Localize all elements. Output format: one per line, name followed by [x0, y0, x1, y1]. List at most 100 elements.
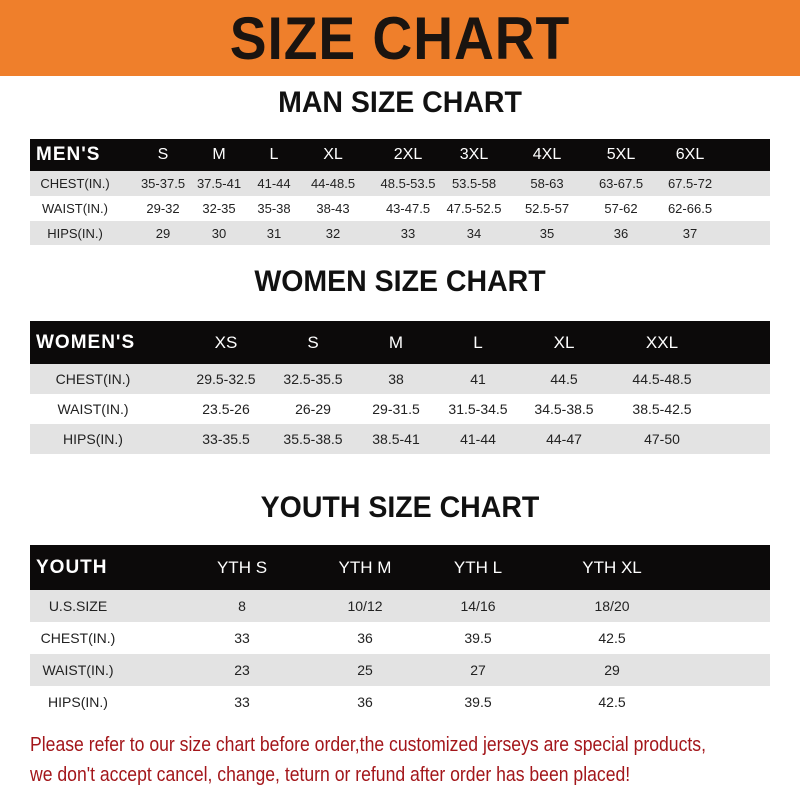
men-chart-title: MAN SIZE CHART: [278, 86, 522, 119]
women-chart-title: WOMEN SIZE CHART: [254, 265, 546, 298]
measurement-cell: 32-35: [202, 201, 236, 216]
measurement-cell: 8: [238, 598, 246, 614]
measurement-cell: 32: [325, 225, 341, 241]
size-header: XXL: [645, 332, 679, 352]
table-row: CHEST(IN.) 29.5-32.5 32.5-35.5 38 41 44.5 44.5…: [30, 364, 770, 394]
measurement-cell: 38.5-41: [372, 431, 420, 447]
measurement-cell: 39.5: [464, 694, 492, 710]
measurement-cell: 36: [357, 630, 373, 646]
measurement-cell: 31: [266, 225, 282, 241]
banner-title: SIZE CHART: [229, 5, 571, 72]
measurement-cell: 23.5-26: [202, 401, 250, 417]
row-label: WAIST(IN.): [57, 401, 129, 417]
measurement-cell: 35-37.5: [140, 176, 186, 191]
row-label: WAIST(IN.): [42, 662, 114, 678]
measurement-cell: 47.5-52.5: [446, 201, 502, 216]
measurement-cell: 30: [211, 225, 227, 241]
table-row: WAIST(IN.) 29-32 32-35 35-38 38-43 43-47.5 47.…: [30, 196, 770, 221]
size-header: 6XL: [675, 146, 705, 163]
row-label: U.S.SIZE: [48, 598, 108, 614]
table-header-row: MEN'S S M L XL 2XL 3XL 4XL 5XL 6XL: [30, 139, 770, 171]
measurement-cell: 25: [357, 662, 373, 678]
measurement-cell: 62-66.5: [667, 201, 713, 216]
measurement-cell: 37: [682, 225, 698, 241]
size-header: M: [388, 332, 404, 352]
measurement-cell: 29: [604, 662, 620, 678]
row-label: HIPS(IN.): [47, 225, 103, 241]
size-header: M: [212, 146, 226, 163]
size-chart-banner: SIZE CHART: [0, 0, 800, 76]
measurement-cell: 31.5-34.5: [448, 401, 508, 417]
measurement-cell: 35.5-38.5: [283, 431, 343, 447]
table-header-label: MEN'S: [36, 144, 101, 165]
youth-chart-title: YOUTH SIZE CHART: [260, 491, 540, 524]
measurement-cell: 58-63: [530, 176, 564, 191]
size-header: XL: [323, 146, 343, 163]
measurement-cell: 38-43: [316, 201, 350, 216]
size-header: XS: [214, 332, 238, 352]
table-row: U.S.SIZE 8 10/12 14/16 18/20: [30, 590, 770, 622]
size-header: 2XL: [393, 146, 423, 163]
measurement-cell: 53.5-58: [451, 176, 497, 191]
measurement-cell: 14/16: [460, 598, 496, 614]
disclaimer-line-1: Please refer to our size chart before or…: [30, 734, 706, 756]
size-header: YTH S: [216, 557, 268, 577]
measurement-cell: 35: [539, 225, 555, 241]
measurement-cell: 63-67.5: [598, 176, 644, 191]
table-header-label: WOMEN'S: [36, 331, 136, 353]
measurement-cell: 38: [388, 371, 404, 387]
size-header: YTH L: [453, 557, 503, 577]
measurement-cell: 36: [613, 225, 629, 241]
measurement-cell: 33-35.5: [202, 431, 250, 447]
table-header-label: YOUTH: [36, 556, 108, 578]
measurement-cell: 34.5-38.5: [534, 401, 594, 417]
measurement-cell: 44.5-48.5: [632, 371, 692, 387]
size-header: S: [157, 146, 169, 163]
size-header: 3XL: [459, 146, 489, 163]
measurement-cell: 36: [357, 694, 373, 710]
row-label: HIPS(IN.): [63, 431, 123, 447]
table-row: CHEST(IN.) 35-37.5 37.5-41 41-44 44-48.5 48.5…: [30, 171, 770, 196]
row-label: WAIST(IN.): [42, 201, 108, 216]
table-header-row: YOUTH YTH S YTH M YTH L YTH XL: [30, 545, 770, 590]
disclaimer-line-2: we don't accept cancel, change, teturn o…: [30, 764, 631, 786]
row-label: CHEST(IN.): [55, 371, 131, 387]
measurement-cell: 23: [234, 662, 250, 678]
measurement-cell: 34: [466, 225, 482, 241]
measurement-cell: 67.5-72: [667, 176, 713, 191]
table-row: WAIST(IN.) 23.5-26 26-29 29-31.5 31.5-34.5 34…: [30, 394, 770, 424]
measurement-cell: 10/12: [347, 598, 383, 614]
table-header-row: WOMEN'S XS S M L XL XXL: [30, 321, 770, 364]
measurement-cell: 33: [400, 225, 416, 241]
size-header: YTH M: [338, 557, 392, 577]
measurement-cell: 44-47: [546, 431, 582, 447]
size-header: 4XL: [532, 146, 562, 163]
measurement-cell: 29.5-32.5: [196, 371, 256, 387]
measurement-cell: 18/20: [594, 598, 630, 614]
size-header: L: [473, 332, 483, 352]
measurement-cell: 48.5-53.5: [380, 176, 436, 191]
measurement-cell: 57-62: [604, 201, 638, 216]
measurement-cell: 37.5-41: [196, 176, 242, 191]
table-row: CHEST(IN.) 33 36 39.5 42.5: [30, 622, 770, 654]
table-row: WAIST(IN.) 23 25 27 29: [30, 654, 770, 686]
measurement-cell: 44.5: [550, 371, 578, 387]
measurement-cell: 33: [234, 694, 250, 710]
measurement-cell: 41: [470, 371, 486, 387]
measurement-cell: 41-44: [460, 431, 496, 447]
measurement-cell: 29: [155, 225, 171, 241]
row-label: HIPS(IN.): [48, 694, 108, 710]
table-row: HIPS(IN.) 33-35.5 35.5-38.5 38.5-41 41-44 44-…: [30, 424, 770, 454]
table-row: HIPS(IN.) 33 36 39.5 42.5: [30, 686, 770, 718]
measurement-cell: 44-48.5: [310, 176, 356, 191]
measurement-cell: 38.5-42.5: [632, 401, 692, 417]
measurement-cell: 41-44: [257, 176, 291, 191]
measurement-cell: 42.5: [598, 694, 626, 710]
size-header: XL: [553, 332, 575, 352]
measurement-cell: 26-29: [295, 401, 331, 417]
row-label: CHEST(IN.): [40, 630, 116, 646]
measurement-cell: 39.5: [464, 630, 492, 646]
table-row: HIPS(IN.) 29 30 31 32 33 34 35 36 37: [30, 221, 770, 245]
measurement-cell: 42.5: [598, 630, 626, 646]
measurement-cell: 32.5-35.5: [283, 371, 343, 387]
